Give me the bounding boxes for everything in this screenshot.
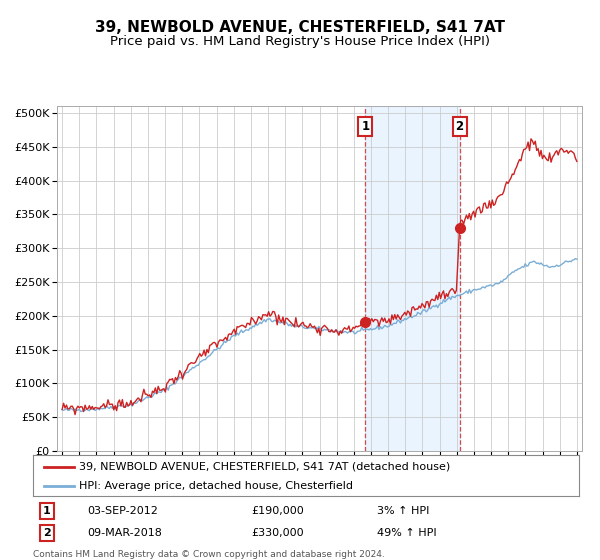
Text: 09-MAR-2018: 09-MAR-2018: [88, 528, 163, 538]
Text: HPI: Average price, detached house, Chesterfield: HPI: Average price, detached house, Ches…: [79, 480, 353, 491]
Text: £330,000: £330,000: [251, 528, 304, 538]
Text: 39, NEWBOLD AVENUE, CHESTERFIELD, S41 7AT: 39, NEWBOLD AVENUE, CHESTERFIELD, S41 7A…: [95, 20, 505, 35]
Text: Contains HM Land Registry data © Crown copyright and database right 2024.
This d: Contains HM Land Registry data © Crown c…: [33, 550, 385, 560]
Text: 1: 1: [361, 120, 370, 133]
Text: 03-SEP-2012: 03-SEP-2012: [88, 506, 158, 516]
Text: 2: 2: [43, 528, 50, 538]
Text: Price paid vs. HM Land Registry's House Price Index (HPI): Price paid vs. HM Land Registry's House …: [110, 35, 490, 48]
Text: 49% ↑ HPI: 49% ↑ HPI: [377, 528, 437, 538]
Text: 2: 2: [455, 120, 464, 133]
Text: 1: 1: [43, 506, 50, 516]
Text: 39, NEWBOLD AVENUE, CHESTERFIELD, S41 7AT (detached house): 39, NEWBOLD AVENUE, CHESTERFIELD, S41 7A…: [79, 461, 451, 472]
Bar: [365, 106, 460, 451]
Text: 3% ↑ HPI: 3% ↑ HPI: [377, 506, 430, 516]
Text: £190,000: £190,000: [251, 506, 304, 516]
